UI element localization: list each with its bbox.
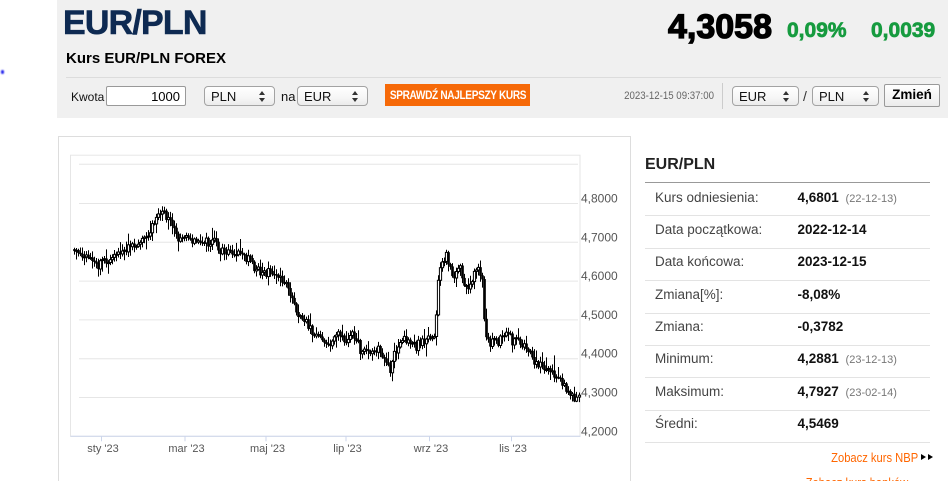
svg-text:wrz '23: wrz '23 — [413, 443, 449, 455]
svg-text:4,4000: 4,4000 — [581, 347, 618, 361]
svg-text:4,3000: 4,3000 — [581, 386, 618, 400]
svg-text:4,7000: 4,7000 — [581, 230, 618, 244]
svg-text:maj '23: maj '23 — [250, 443, 285, 455]
svg-text:4,5000: 4,5000 — [581, 308, 618, 322]
svg-text:4,6000: 4,6000 — [581, 269, 618, 283]
svg-text:mar '23: mar '23 — [168, 443, 204, 455]
svg-text:sty '23: sty '23 — [87, 443, 118, 455]
svg-text:4,8000: 4,8000 — [581, 192, 618, 206]
svg-text:lip '23: lip '23 — [333, 443, 361, 455]
svg-text:lis '23: lis '23 — [499, 443, 527, 455]
svg-text:4,2000: 4,2000 — [581, 424, 618, 438]
